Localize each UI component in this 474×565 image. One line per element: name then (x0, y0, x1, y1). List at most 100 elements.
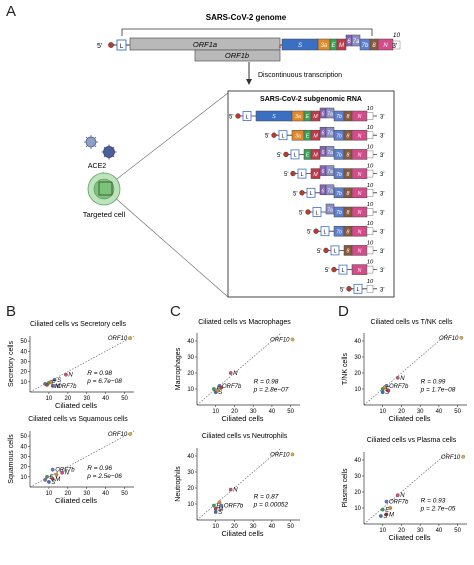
y-tick-label: 30 (354, 474, 361, 480)
y-tick-label: 20 (20, 465, 27, 471)
sg-leader-box (330, 245, 340, 256)
orf1a-label: ORF1a (193, 40, 217, 49)
r-value: R = 0.99 (421, 378, 446, 385)
p-value: p = 2.8e−07 (253, 386, 289, 393)
sg-gene-7b-label: 7b (336, 191, 342, 197)
sg-gene-E-label: E (306, 114, 310, 120)
sg-gene-10-box (366, 246, 374, 255)
sg-gene-10-box (366, 265, 374, 274)
leader-box (116, 39, 127, 51)
y-tick-label: 40 (20, 349, 27, 355)
orf1b-label: ORF1b (225, 51, 249, 60)
sg-leader-box (320, 226, 330, 237)
sg-gene-10-label: 10 (367, 240, 374, 246)
sg-gene-M-label: M (313, 153, 318, 159)
x-tick-label: 10 (212, 524, 219, 530)
cap-icon (313, 228, 319, 234)
y-axis-label: Squamous cells (8, 434, 15, 484)
sg-three-prime: 3' (380, 134, 384, 140)
sg-gene-7a-label: 7a (327, 188, 333, 194)
data-point (384, 512, 389, 517)
sg-three-prime: 3' (380, 172, 384, 178)
x-axis-label: Ciliated cells (55, 496, 97, 505)
point-label: M (55, 477, 60, 483)
y-tick-label: 50 (20, 434, 27, 440)
data-point (50, 467, 55, 472)
plot-title: Ciliated cells vs Neutrophils (202, 433, 288, 440)
sg-gene-8-label: 8 (347, 210, 350, 216)
point-label: ORF10 (439, 336, 459, 342)
x-tick-label: 20 (398, 528, 405, 534)
gene-7b-label: 7b (362, 43, 369, 49)
plot-title: Ciliated cells vs Squamous cells (28, 416, 128, 423)
cap-icon (323, 247, 329, 254)
r-value: R = 0.98 (87, 370, 112, 377)
genome-slippery: s (279, 44, 282, 50)
sg-five-prime: 5' (325, 268, 329, 274)
data-point (45, 474, 49, 479)
y-tick-label: 40 (354, 339, 361, 345)
sg-gene-10-box (366, 112, 374, 120)
data-point (215, 388, 220, 393)
sg-gene-7b-label: 7b (336, 210, 342, 216)
sg-leader-label: L (281, 134, 284, 140)
sg-gene-7b-label: 7b (336, 153, 342, 159)
y-tick-label: 20 (354, 490, 361, 496)
point-label: ORF7b (222, 384, 242, 390)
sg-gene-N-label: N (358, 229, 362, 235)
point-label: N (400, 493, 405, 499)
data-point (52, 377, 57, 382)
data-point (213, 510, 218, 514)
sg-gene-10-box (366, 285, 374, 293)
data-point (219, 385, 224, 390)
sg-five-prime: 5' (293, 191, 297, 197)
data-point (290, 452, 295, 457)
x-axis-label: Ciliated cells (55, 401, 97, 410)
sg-five-prime: 5' (277, 153, 281, 159)
sg-five-prime: 5' (265, 134, 269, 140)
x-tick-label: 20 (231, 524, 238, 530)
data-point (386, 388, 391, 393)
virus-icon (84, 135, 98, 149)
x-tick-label: 30 (83, 491, 90, 497)
data-point (228, 371, 233, 375)
genome-diagram: SARS-CoV-2 genome 5' L ORF1a ORF1b s S 3a… (97, 13, 400, 85)
sg-leader-label: L (341, 268, 344, 274)
sg-gene-8-label: 8 (347, 153, 350, 159)
sg-leader-box (297, 168, 307, 179)
x-axis-label: Ciliated cells (221, 529, 263, 538)
sg-gene-10-label: 10 (367, 279, 374, 285)
sg-gene-10-label: 10 (367, 106, 374, 112)
x-axis-label: Ciliated cells (221, 414, 263, 423)
transcription-label: Discontinuous transcription (258, 72, 342, 79)
point-label: ORF7b (57, 384, 77, 390)
targeted-cell-illustration: ACE2 Targeted cell (83, 135, 126, 219)
y-tick-label: 20 (354, 371, 361, 377)
sg-gene-8-label: 8 (347, 191, 350, 197)
sg-leader-label: L (309, 191, 312, 197)
x-axis-label: Ciliated cells (388, 414, 430, 423)
sg-row: 5' L 3a E M 6 7a 7b 8 N 10 3' (265, 125, 384, 141)
sg-three-prime: 3' (380, 153, 384, 159)
data-point (54, 472, 59, 477)
sg-gene-7a-label: 7a (327, 169, 333, 175)
cap-icon (331, 266, 337, 273)
panel-letter-d: D (338, 303, 349, 320)
scatter-plot: Ciliated cells vs T/NK cells 10 20 30 40 50 10… (342, 319, 467, 423)
point-label: S (218, 390, 222, 396)
y-tick-label: 40 (20, 444, 27, 450)
y-tick-label: 40 (187, 454, 194, 460)
sg-row: 5' L 6 7a 7b 8 N 10 3' (293, 183, 384, 199)
data-point (395, 493, 400, 498)
genome-five-prime: 5' (97, 43, 102, 50)
gene-6-label: 6 (347, 39, 351, 45)
sg-gene-8-label: 8 (347, 133, 350, 139)
y-tick-label: 40 (187, 339, 194, 345)
gene-8-label: 8 (372, 43, 376, 49)
sg-leader-label: L (300, 172, 303, 178)
sg-three-prime: 3' (380, 211, 384, 217)
y-tick-label: 10 (20, 475, 27, 481)
x-tick-label: 50 (121, 396, 128, 402)
gene-E-label: E (331, 43, 336, 49)
